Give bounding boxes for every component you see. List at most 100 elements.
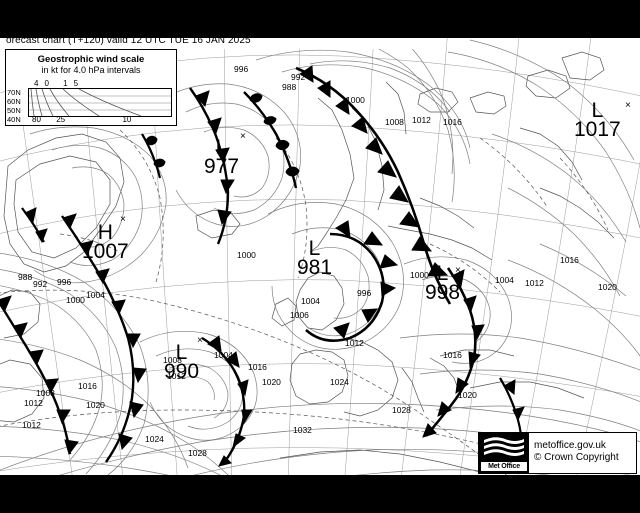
isobar-label: 1004 — [86, 290, 105, 300]
pressure-centre-value: 998 — [425, 281, 461, 304]
isobar-label: 1004 — [301, 296, 320, 306]
met-office-mark: Met Office — [479, 433, 529, 473]
cold-front-greenland — [61, 213, 147, 463]
chart-title-strip: orecast chart (T+120) valid 12 UTC TUE 1… — [0, 38, 425, 49]
isobar-label: 1020 — [262, 377, 281, 387]
pressure-centre-letter: L — [308, 237, 321, 260]
isobar-label: 1008 — [163, 355, 182, 365]
cold-front-l990-trailing — [201, 335, 253, 467]
isobar-label: 988 — [282, 82, 297, 92]
warm-front-l977-east — [243, 91, 300, 189]
isobar-label: 1006 — [290, 310, 309, 320]
legend-bottom-label-2: 10 — [122, 115, 132, 124]
pressure-centre-value: 977 — [204, 155, 240, 178]
legend-lat-70n: 70N — [7, 88, 21, 97]
pressure-centre-l-990: L 990 — [164, 342, 199, 382]
isobar-label: 996 — [57, 277, 72, 287]
isobar-label: 1000 — [237, 250, 256, 260]
pressure-centre-letter: L — [591, 99, 604, 122]
isobar-label: 1004 — [214, 350, 233, 360]
isobar-label: 1012 — [525, 278, 544, 288]
isobar-label: 1012 — [345, 338, 364, 348]
pressure-centre-l-981: L 981 — [297, 238, 332, 278]
pressure-centre-letter: L — [436, 262, 449, 285]
cold-front-norwegian-sea — [295, 65, 452, 305]
pressure-centre-l-998: L 998 — [425, 263, 460, 303]
isobar-label: 1016 — [560, 255, 579, 265]
centre-cross-marker: × — [120, 214, 126, 225]
legend-lat-60n: 60N — [7, 97, 21, 106]
legend-top-label-0: 40 — [34, 79, 55, 88]
warm-front-north — [141, 133, 166, 179]
legend-scale-curves — [29, 89, 171, 116]
cold-front-west — [0, 295, 79, 456]
pressure-centre-h-1007: H 1007 — [82, 222, 129, 262]
isobar-label: 988 — [18, 272, 33, 282]
isobars — [0, 38, 640, 475]
pressure-centre-value: 990 — [164, 360, 200, 383]
isobar-label: 1016 — [248, 362, 267, 372]
isobar-label: 1012 — [412, 115, 431, 125]
pressure-centre-value: 1017 — [574, 118, 621, 141]
legend-title: Geostrophic wind scale — [37, 54, 145, 65]
isobar-label: 1024 — [330, 377, 349, 387]
logo-copyright: © Crown Copyright — [534, 452, 619, 463]
legend-subtitle: in kt for 4.0 hPa intervals — [41, 65, 141, 75]
geostrophic-wind-scale-legend: Geostrophic wind scale in kt for 4.0 hPa… — [5, 49, 177, 126]
isobar-label: 1008 — [385, 117, 404, 127]
pressure-centre-value: 1007 — [82, 240, 129, 263]
legend-bottom-scale: 80 25 10 — [32, 115, 131, 124]
met-office-logo-block: Met Office metoffice.gov.uk © Crown Copy… — [478, 432, 637, 474]
cold-front-l998-trailing — [422, 267, 485, 438]
isobar-label: 996 — [234, 64, 249, 74]
legend-bottom-label-0: 80 — [32, 115, 41, 124]
isobar-label: 1012 — [24, 398, 43, 408]
isobar-label: 1020 — [598, 282, 617, 292]
fronts — [0, 65, 531, 467]
isobar-label: 1004 — [495, 275, 514, 285]
logo-text: metoffice.gov.uk © Crown Copyright — [529, 433, 636, 473]
cold-front-top-left — [21, 207, 48, 244]
isobar-label: 1012 — [22, 420, 41, 430]
legend-top-scale: 40 15 — [34, 79, 84, 88]
isobar-label: 1020 — [458, 390, 477, 400]
isobar-label: 1020 — [86, 400, 105, 410]
centre-cross-marker: × — [197, 335, 203, 346]
pressure-centre-letter: H — [97, 221, 113, 244]
pressure-centre-value: 981 — [297, 256, 333, 279]
isobar-label: 1000 — [346, 95, 365, 105]
isobar-label: 1024 — [145, 434, 164, 444]
legend-lat-40n: 40N — [7, 115, 21, 124]
surface-pressure-chart: 988 992 996 1000 1004 1008 1012 1016 1020 996 992 9… — [0, 38, 640, 475]
isobar-label: 1000 — [66, 295, 85, 305]
pressure-centre-letter: L — [215, 136, 228, 159]
centre-cross-marker: × — [455, 265, 461, 276]
isobar-label: 1028 — [188, 448, 207, 458]
pressure-centre-l-1017: L 1017 — [574, 100, 621, 140]
isobar-label: 992 — [33, 279, 48, 289]
centre-cross-marker: × — [240, 131, 246, 142]
cold-front-l977 — [189, 87, 235, 245]
isobar-label: 1008 — [36, 388, 55, 398]
chart-vector-layer — [0, 38, 640, 475]
isobar-label: 1000 — [410, 270, 429, 280]
wave-logo-icon — [484, 437, 524, 456]
isobar-label: 1016 — [443, 350, 462, 360]
pressure-centre-letter: L — [175, 341, 188, 364]
isobar-label: 1032 — [293, 425, 312, 435]
isobar-label: 1028 — [392, 405, 411, 415]
legend-top-label-1: 15 — [63, 79, 85, 88]
legend-bottom-label-1: 25 — [56, 115, 66, 124]
isobar-label: 1016 — [443, 117, 462, 127]
isobar-label: 1016 — [78, 381, 97, 391]
page-title: orecast chart (T+120) valid 12 UTC TUE 1… — [6, 38, 251, 46]
isobar-label: 996 — [357, 288, 372, 298]
logo-url: metoffice.gov.uk — [534, 440, 606, 451]
occluded-front-l981 — [305, 220, 399, 342]
legend-scale-box — [28, 88, 172, 117]
legend-lat-50n: 50N — [7, 106, 21, 115]
pressure-centre-l-977: L 977 — [204, 137, 239, 177]
centre-cross-marker: × — [625, 100, 631, 111]
met-office-wordmark: Met Office — [481, 462, 527, 471]
